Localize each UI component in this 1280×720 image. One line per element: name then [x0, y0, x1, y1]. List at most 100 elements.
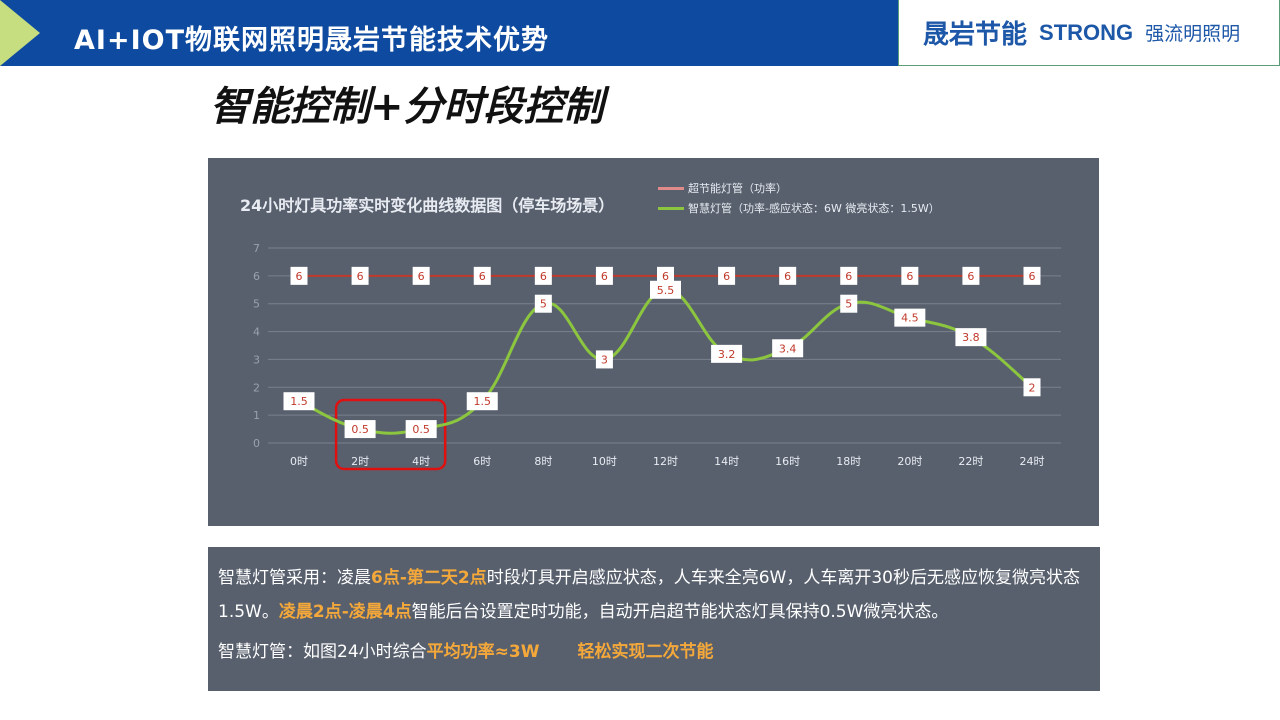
data-label-bg	[290, 266, 308, 285]
data-label-bg	[657, 266, 674, 285]
data-label-bg	[650, 280, 681, 299]
data-label: 3.2	[718, 348, 736, 361]
data-label-bg	[1023, 266, 1041, 285]
data-label: 0.5	[351, 423, 369, 436]
x-tick-label: 4时	[412, 455, 430, 468]
data-label: 6	[967, 270, 974, 283]
data-label-bg	[772, 339, 804, 358]
note-text: 智慧灯管采用：凌晨	[218, 568, 371, 588]
x-tick-label: 8时	[534, 455, 552, 468]
data-label: 3.4	[779, 342, 797, 355]
x-tick-label: 20时	[897, 455, 922, 468]
y-tick-label: 0	[253, 437, 260, 450]
x-tick-label: 10时	[592, 455, 617, 468]
data-label-bg	[344, 420, 376, 439]
note-highlight: 轻松实现二次节能	[577, 642, 714, 662]
data-label: 0.5	[412, 423, 430, 436]
note-highlight: 平均功率≈3W	[426, 642, 540, 662]
note-paragraph-1: 智慧灯管采用：凌晨6点-第二天2点时段灯具开启感应状态，人车来全亮6W，人车离开…	[218, 561, 1090, 629]
data-label: 5	[845, 298, 852, 311]
y-tick-label: 6	[253, 270, 260, 283]
page-subtitle: 智能控制+分时段控制	[210, 84, 604, 130]
legend-label: 超节能灯管（功率）	[688, 182, 787, 195]
x-tick-label: 18时	[836, 455, 861, 468]
data-label: 3	[601, 353, 608, 366]
data-label: 6	[1029, 270, 1036, 283]
data-label: 6	[784, 270, 791, 283]
data-label: 1.5	[290, 395, 308, 408]
data-label-bg	[534, 266, 552, 285]
data-label: 6	[540, 270, 547, 283]
data-label-bg	[412, 266, 430, 285]
data-label: 5.5	[657, 284, 675, 297]
note-box: 智慧灯管采用：凌晨6点-第二天2点时段灯具开启感应状态，人车来全亮6W，人车离开…	[208, 547, 1100, 691]
y-tick-label: 2	[253, 381, 260, 394]
header-bar: AI+IOT物联网照明晟岩节能技术优势	[0, 0, 898, 66]
note-paragraph-2: 智慧灯管：如图24小时综合平均功率≈3W 轻松实现二次节能	[218, 635, 1090, 669]
data-label-bg	[1023, 378, 1041, 397]
y-tick-label: 4	[253, 326, 260, 339]
legend-swatch	[658, 206, 684, 210]
data-label: 6	[296, 270, 303, 283]
data-label-bg	[840, 294, 858, 313]
x-tick-label: 0时	[290, 455, 308, 468]
x-tick-label: 16时	[775, 455, 800, 468]
data-label-bg	[955, 328, 987, 347]
legend-label: 智慧灯管（功率-感应状态：6W 微亮状态：1.5W）	[688, 202, 940, 215]
data-label: 1.5	[474, 395, 492, 408]
data-label-bg	[534, 294, 552, 313]
note-text: 智慧灯管：如图24小时综合	[218, 642, 427, 662]
data-label: 6	[357, 270, 364, 283]
highlight-box	[334, 398, 447, 471]
data-label-bg	[405, 420, 437, 439]
data-label-bg	[711, 344, 743, 363]
chart: 0 1 2 3 4 5 6 7 0时 2时 4时 6时 8时 10时 12时 14时 16时 18时 20时 22时 2…	[208, 158, 1099, 526]
x-tick-label: 24时	[1020, 455, 1045, 468]
note-highlight: 6点-第二天2点	[371, 568, 487, 588]
legend-item-2: 智慧灯管（功率-感应状态：6W 微亮状态：1.5W）	[658, 200, 940, 216]
data-label: 2	[1029, 381, 1036, 394]
header-title: AI+IOT物联网照明晟岩节能技术优势	[74, 25, 549, 56]
note-highlight: 凌晨2点-凌晨4点	[278, 602, 412, 622]
note-text: 智能后台设置定时功能，自动开启超节能状态灯具保持0.5W微亮状态。	[411, 602, 949, 622]
x-tick-label: 22时	[958, 455, 983, 468]
legend-swatch	[658, 186, 684, 190]
x-tick-label: 12时	[653, 455, 678, 468]
legend-item-1: 超节能灯管（功率）	[658, 180, 787, 196]
data-label: 5	[540, 298, 547, 311]
data-label-bg	[901, 266, 919, 285]
y-tick-label: 7	[253, 242, 260, 255]
data-label-bg	[473, 266, 491, 285]
logo-brand2: STRONG	[1039, 19, 1134, 45]
note-text: 时段灯具开启感应状态，人车来全亮6W，人车离开30秒后无感应恢复微亮状态1.5W…	[218, 568, 1080, 622]
data-label-bg	[779, 266, 797, 285]
data-label-bg	[283, 392, 315, 411]
data-label-bg	[351, 266, 369, 285]
data-label-bg	[595, 266, 613, 285]
x-tick-label: 2时	[351, 455, 369, 468]
chart-title: 24小时灯具功率实时变化曲线数据图（停车场场景）	[240, 196, 615, 215]
data-label: 6	[723, 270, 730, 283]
data-label: 6	[662, 270, 669, 283]
data-label: 6	[601, 270, 608, 283]
data-label: 6	[479, 270, 486, 283]
data-label: 6	[845, 270, 852, 283]
y-tick-label: 5	[253, 298, 260, 311]
y-tick-label: 3	[253, 353, 260, 366]
chart-svg: 0 1 2 3 4 5 6 7 0时 2时 4时 6时 8时 10时 12时 14时 16时 18时 20时 22时 2…	[253, 242, 1061, 471]
header-arrow-icon	[0, 0, 40, 66]
y-tick-label: 1	[253, 409, 260, 422]
data-label-bg	[466, 392, 498, 411]
data-label: 4.5	[901, 312, 919, 325]
x-tick-label: 6时	[473, 455, 491, 468]
data-label-bg	[962, 266, 980, 285]
x-tick-label: 14时	[714, 455, 739, 468]
data-label: 6	[906, 270, 913, 283]
logo: 晟岩节能 STRONG 强流明照明	[898, 0, 1280, 66]
data-label: 3.8	[962, 331, 980, 344]
data-label-bg	[840, 266, 858, 285]
data-label: 6	[418, 270, 425, 283]
data-label-bg	[894, 308, 926, 327]
data-label-bg	[595, 350, 613, 369]
data-label-bg	[718, 266, 736, 285]
